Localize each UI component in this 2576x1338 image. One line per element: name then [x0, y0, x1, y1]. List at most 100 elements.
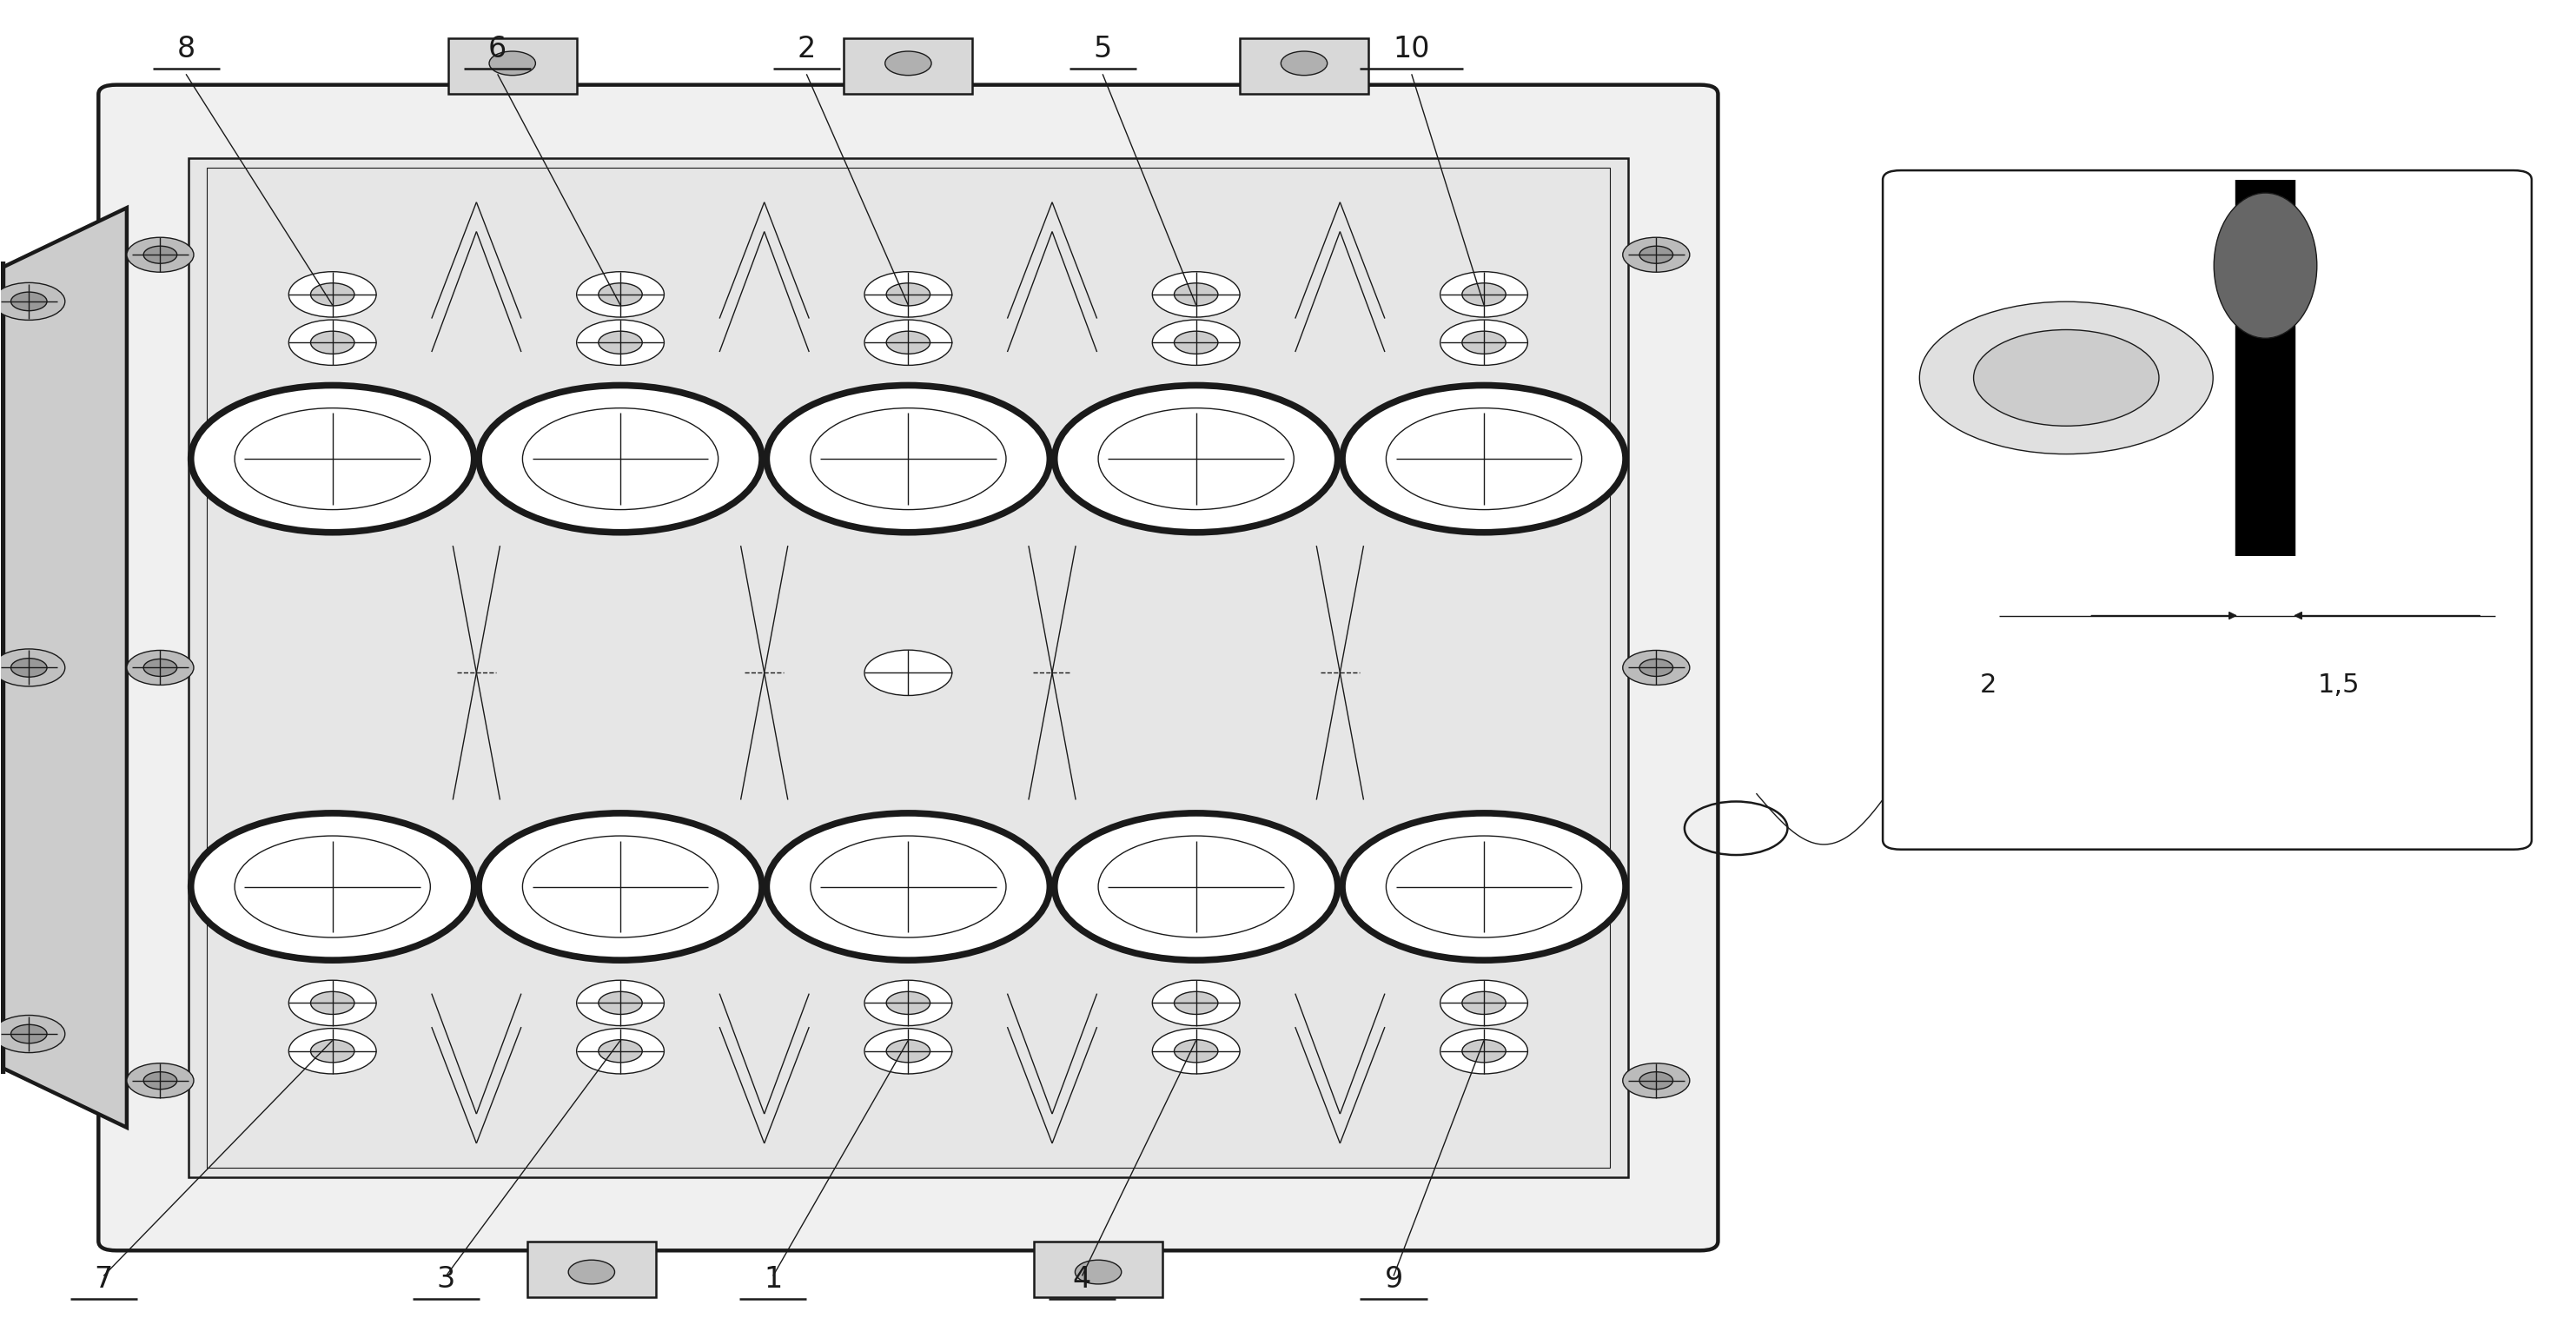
Circle shape — [1623, 650, 1690, 685]
Circle shape — [0, 282, 64, 320]
Circle shape — [577, 320, 665, 365]
Text: 7: 7 — [95, 1264, 113, 1294]
Circle shape — [1638, 246, 1672, 264]
Text: 9: 9 — [1383, 1264, 1404, 1294]
Circle shape — [312, 1040, 355, 1062]
Bar — [188, 158, 1628, 1177]
Circle shape — [1463, 332, 1507, 355]
Circle shape — [768, 814, 1051, 961]
Circle shape — [1623, 1064, 1690, 1098]
Bar — [1033, 1242, 1162, 1298]
Circle shape — [598, 332, 641, 355]
Circle shape — [1463, 991, 1507, 1014]
Circle shape — [489, 51, 536, 75]
Circle shape — [577, 1029, 665, 1074]
Circle shape — [1440, 320, 1528, 365]
Circle shape — [10, 658, 46, 677]
Circle shape — [1175, 991, 1218, 1014]
Circle shape — [1623, 237, 1690, 272]
Text: 8: 8 — [178, 35, 196, 63]
Text: 6: 6 — [489, 35, 507, 63]
FancyBboxPatch shape — [98, 84, 1718, 1251]
Circle shape — [312, 284, 355, 306]
Text: 2: 2 — [1981, 673, 1996, 697]
Bar — [448, 37, 577, 94]
Bar — [528, 1242, 657, 1298]
Circle shape — [1440, 272, 1528, 317]
Circle shape — [289, 1029, 376, 1074]
Circle shape — [144, 246, 178, 264]
Circle shape — [1054, 814, 1337, 961]
Circle shape — [1151, 1029, 1239, 1074]
Circle shape — [886, 1040, 930, 1062]
Circle shape — [1175, 332, 1218, 355]
Circle shape — [886, 991, 930, 1014]
Bar — [1239, 37, 1368, 94]
Circle shape — [866, 272, 953, 317]
Circle shape — [886, 332, 930, 355]
Text: 2: 2 — [796, 35, 817, 63]
Circle shape — [886, 284, 930, 306]
Circle shape — [479, 385, 762, 533]
FancyBboxPatch shape — [1883, 170, 2532, 850]
Circle shape — [126, 237, 193, 272]
Text: 1,5: 1,5 — [2318, 673, 2360, 697]
Circle shape — [289, 320, 376, 365]
Circle shape — [312, 332, 355, 355]
Circle shape — [866, 320, 953, 365]
Circle shape — [768, 385, 1051, 533]
Circle shape — [1440, 1029, 1528, 1074]
Circle shape — [1054, 385, 1337, 533]
Circle shape — [866, 981, 953, 1026]
Circle shape — [1175, 284, 1218, 306]
Circle shape — [598, 991, 641, 1014]
Circle shape — [1638, 660, 1672, 676]
Bar — [845, 37, 974, 94]
Circle shape — [289, 981, 376, 1026]
Circle shape — [866, 1029, 953, 1074]
Circle shape — [191, 385, 474, 533]
Circle shape — [1280, 51, 1327, 75]
Circle shape — [1175, 1040, 1218, 1062]
Circle shape — [1151, 320, 1239, 365]
Circle shape — [10, 1025, 46, 1044]
Circle shape — [1463, 284, 1507, 306]
Circle shape — [312, 991, 355, 1014]
Circle shape — [1463, 1040, 1507, 1062]
Circle shape — [598, 1040, 641, 1062]
Circle shape — [569, 1260, 616, 1284]
Circle shape — [191, 814, 474, 961]
Bar — [2239, 179, 2290, 557]
Bar — [206, 167, 1610, 1168]
Text: 4: 4 — [1072, 1264, 1092, 1294]
Circle shape — [1074, 1260, 1121, 1284]
Circle shape — [1440, 981, 1528, 1026]
Circle shape — [126, 650, 193, 685]
Circle shape — [479, 814, 762, 961]
Circle shape — [0, 649, 64, 686]
Circle shape — [1342, 814, 1625, 961]
Circle shape — [577, 981, 665, 1026]
Circle shape — [126, 1064, 193, 1098]
Circle shape — [866, 650, 953, 696]
Circle shape — [289, 272, 376, 317]
Circle shape — [144, 660, 178, 676]
Circle shape — [577, 272, 665, 317]
Text: 5: 5 — [1092, 35, 1113, 63]
Text: 10: 10 — [1394, 35, 1430, 63]
Circle shape — [144, 1072, 178, 1089]
Circle shape — [1919, 301, 2213, 454]
Circle shape — [1151, 981, 1239, 1026]
Polygon shape — [0, 207, 126, 1128]
Circle shape — [886, 51, 933, 75]
Circle shape — [0, 1016, 64, 1053]
Text: 3: 3 — [438, 1264, 456, 1294]
Circle shape — [10, 292, 46, 310]
Text: 1: 1 — [765, 1264, 783, 1294]
Circle shape — [598, 284, 641, 306]
Circle shape — [1638, 1072, 1672, 1089]
Circle shape — [1151, 272, 1239, 317]
Ellipse shape — [2213, 193, 2316, 339]
Circle shape — [1342, 385, 1625, 533]
Circle shape — [1973, 329, 2159, 425]
